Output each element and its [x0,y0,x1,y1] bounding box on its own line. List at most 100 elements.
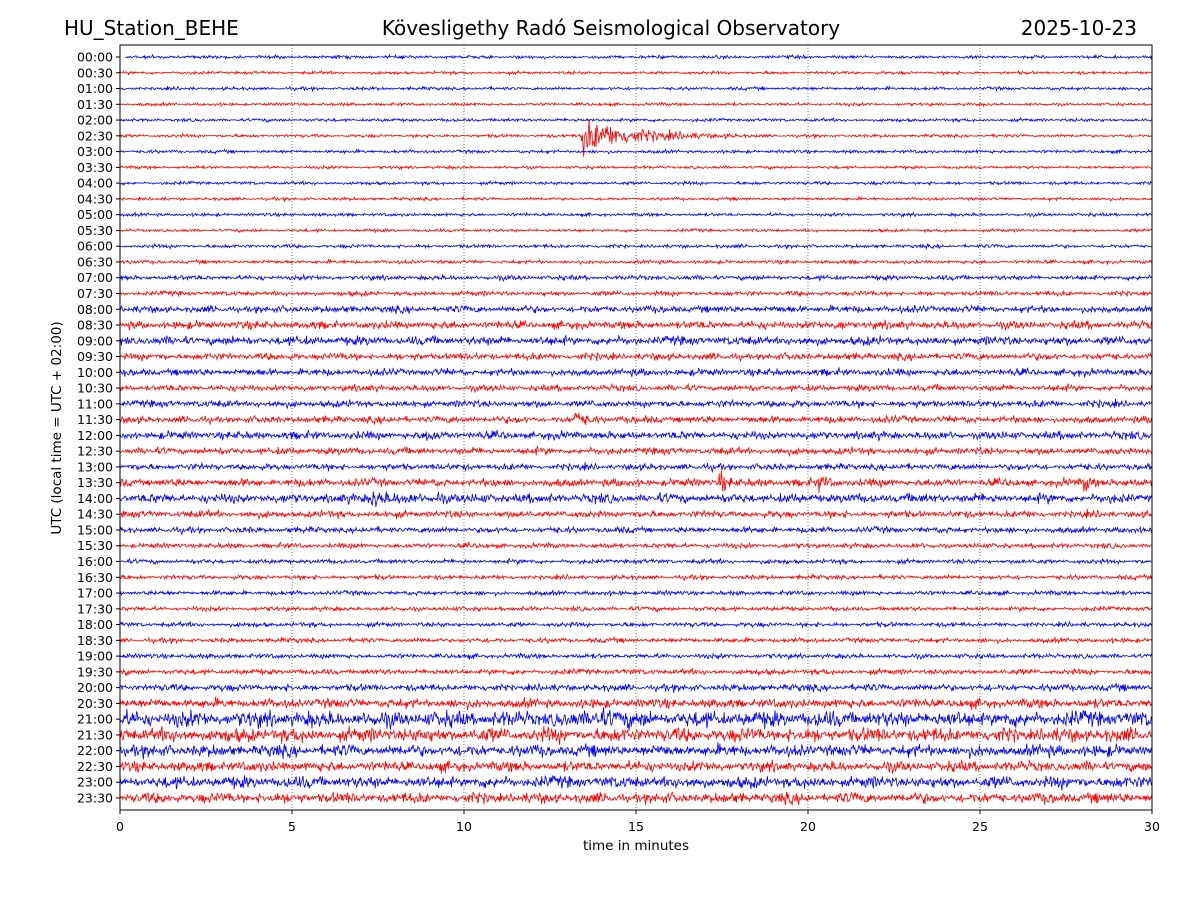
trace-1730 [119,604,1153,613]
y-tick-label: 15:30 [77,538,113,553]
y-tick-label: 06:30 [77,254,113,269]
trace-0900 [119,334,1153,347]
trace-2330 [119,791,1153,806]
trace-0500 [119,211,1153,218]
trace-0430 [119,195,1153,203]
y-tick-label: 20:00 [77,680,113,695]
trace-0330 [119,164,1153,171]
trace-0830 [119,319,1153,331]
trace-2030 [119,696,1153,711]
trace-1300 [119,461,1153,474]
trace-0000 [125,53,1153,61]
trace-2230 [119,759,1153,774]
y-tick-label: 17:00 [77,586,113,601]
y-tick-label: 19:00 [77,649,113,664]
trace-0130 [119,101,1153,108]
trace-0530 [119,227,1152,234]
trace-0730 [119,289,1153,298]
y-tick-label: 05:30 [77,223,113,238]
trace-0030 [119,69,1153,77]
y-tick-label: 06:00 [77,239,113,254]
y-tick-label: 02:00 [77,113,113,128]
x-tick-label: 30 [1144,819,1160,834]
y-tick-label: 12:30 [77,444,113,459]
y-tick-label: 18:30 [77,633,113,648]
y-tick-label: 10:00 [77,365,113,380]
y-tick-label: 12:00 [77,428,113,443]
y-tick-label: 09:00 [77,333,113,348]
trace-1030 [119,382,1153,394]
trace-1500 [119,525,1153,536]
y-axis-label: UTC (local time = UTC + 02:00) [49,321,65,534]
y-tick-label: 07:00 [77,270,113,285]
trace-2100 [119,707,1153,731]
x-axis: 0 5 10 15 20 25 30 [116,810,1160,834]
y-tick-label: 22:00 [77,743,113,758]
y-tick-label: 13:30 [77,475,113,490]
y-tick-label: 23:30 [77,791,113,806]
y-tick-label: 21:30 [77,727,113,742]
x-axis-label: time in minutes [583,838,689,854]
trace-0230 [119,119,1153,157]
trace-0600 [119,242,1153,251]
y-tick-label: 23:00 [77,775,113,790]
trace-1230 [119,445,1153,458]
y-tick-label: 18:00 [77,617,113,632]
trace-1700 [119,588,1153,598]
trace-1400 [119,491,1153,508]
y-tick-label: 04:00 [77,176,113,191]
y-tick-label: 01:00 [77,81,113,96]
trace-1100 [119,398,1153,410]
trace-0630 [119,258,1153,266]
y-tick-label: 10:30 [77,381,113,396]
y-tick-label: 11:00 [77,396,113,411]
trace-0200 [119,116,1153,124]
y-tick-label: 05:00 [77,207,113,222]
x-tick-label: 5 [288,819,296,834]
x-tick-label: 25 [972,819,988,834]
date-title: 2025-10-23 [1021,16,1137,40]
y-tick-label: 15:00 [77,522,113,537]
trace-1530 [119,541,1153,550]
trace-1130 [119,412,1153,426]
trace-1930 [119,667,1153,677]
trace-1830 [119,635,1153,645]
trace-2000 [119,682,1153,694]
trace-0300 [119,148,1153,156]
traces [119,53,1153,806]
y-tick-label: 17:30 [77,601,113,616]
x-tick-label: 20 [800,819,816,834]
y-tick-label: 03:00 [77,144,113,159]
y-tick-label: 08:00 [77,302,113,317]
y-tick-label: 11:30 [77,412,113,427]
y-tick-label: 08:30 [77,318,113,333]
y-tick-label: 16:00 [77,554,113,569]
trace-1430 [119,508,1153,521]
y-tick-label: 16:30 [77,570,113,585]
trace-1900 [119,652,1153,661]
trace-0800 [119,304,1153,315]
trace-1330 [119,470,1153,493]
trace-2130 [119,725,1153,745]
x-tick-label: 10 [456,819,472,834]
y-tick-label: 00:30 [77,65,113,80]
y-tick-label: 02:30 [77,128,113,143]
station-title: HU_Station_BEHE [64,16,239,40]
y-tick-label: 13:00 [77,459,113,474]
y-tick-label: 22:30 [77,759,113,774]
y-axis: 00:0000:3001:0001:3002:0002:3003:0003:30… [77,50,120,806]
trace-1800 [119,620,1153,629]
y-tick-label: 20:30 [77,696,113,711]
y-tick-label: 07:30 [77,286,113,301]
trace-1200 [119,429,1152,442]
trace-1630 [119,573,1153,582]
y-tick-label: 21:00 [77,712,113,727]
trace-0100 [119,85,1153,93]
y-tick-label: 04:30 [77,191,113,206]
y-tick-label: 00:00 [77,50,113,65]
trace-1600 [119,557,1153,566]
y-tick-label: 03:30 [77,160,113,175]
y-tick-label: 01:30 [77,97,113,112]
x-tick-label: 15 [628,819,644,834]
